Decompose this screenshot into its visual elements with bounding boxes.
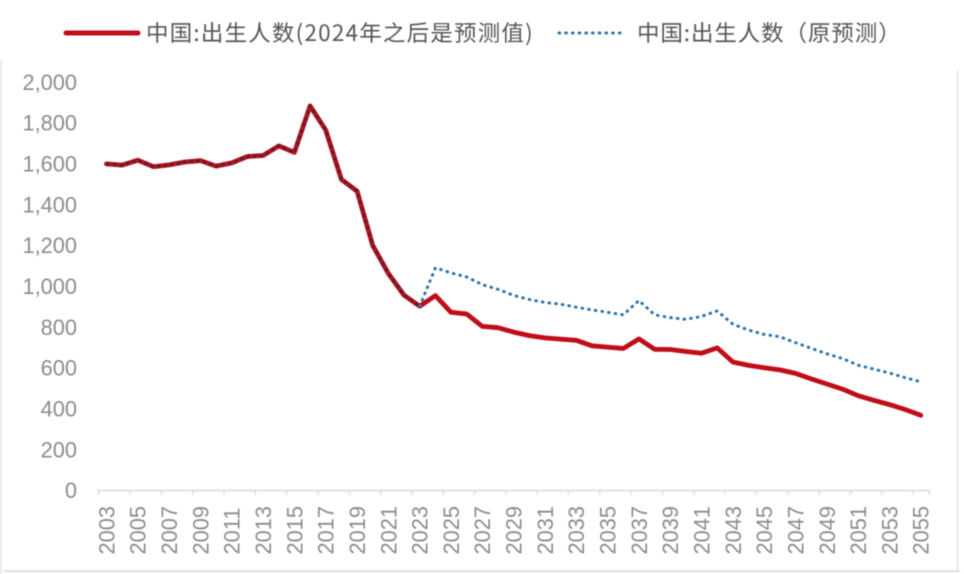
svg-text:200: 200 [41,437,77,462]
svg-text:2021: 2021 [376,506,401,555]
svg-text:2053: 2053 [877,506,902,555]
svg-text:600: 600 [41,356,77,381]
svg-text:2029: 2029 [502,506,527,555]
svg-text:2027: 2027 [470,506,495,555]
svg-text:2041: 2041 [690,506,715,555]
svg-text:2025: 2025 [439,506,464,555]
svg-text:400: 400 [41,397,77,422]
svg-text:2015: 2015 [282,506,307,555]
svg-text:2045: 2045 [752,506,777,555]
svg-text:2033: 2033 [564,506,589,555]
svg-text:2007: 2007 [157,506,182,555]
svg-text:2037: 2037 [627,506,652,555]
svg-text:2011: 2011 [220,508,245,555]
svg-text:1,800: 1,800 [22,111,77,136]
svg-text:2035: 2035 [596,506,621,555]
svg-text:2051: 2051 [846,506,871,555]
svg-text:1,400: 1,400 [22,192,77,217]
svg-text:800: 800 [41,315,77,340]
svg-text:2019: 2019 [345,506,370,555]
svg-text:2013: 2013 [251,506,276,555]
svg-text:2003: 2003 [94,506,119,555]
svg-text:1,600: 1,600 [22,152,77,177]
svg-text:2055: 2055 [909,506,934,555]
svg-text:2039: 2039 [658,506,683,555]
svg-text:2031: 2031 [533,506,558,555]
svg-text:2023: 2023 [408,506,433,555]
svg-text:2043: 2043 [721,506,746,555]
svg-text:2017: 2017 [314,506,339,555]
svg-text:1,000: 1,000 [22,274,77,299]
svg-text:1,200: 1,200 [22,233,77,258]
svg-text:2005: 2005 [126,506,151,555]
svg-text:2,000: 2,000 [22,70,77,95]
svg-text:0: 0 [65,478,77,503]
svg-text:2047: 2047 [783,506,808,555]
svg-text:2009: 2009 [188,506,213,555]
svg-text:2049: 2049 [815,506,840,555]
